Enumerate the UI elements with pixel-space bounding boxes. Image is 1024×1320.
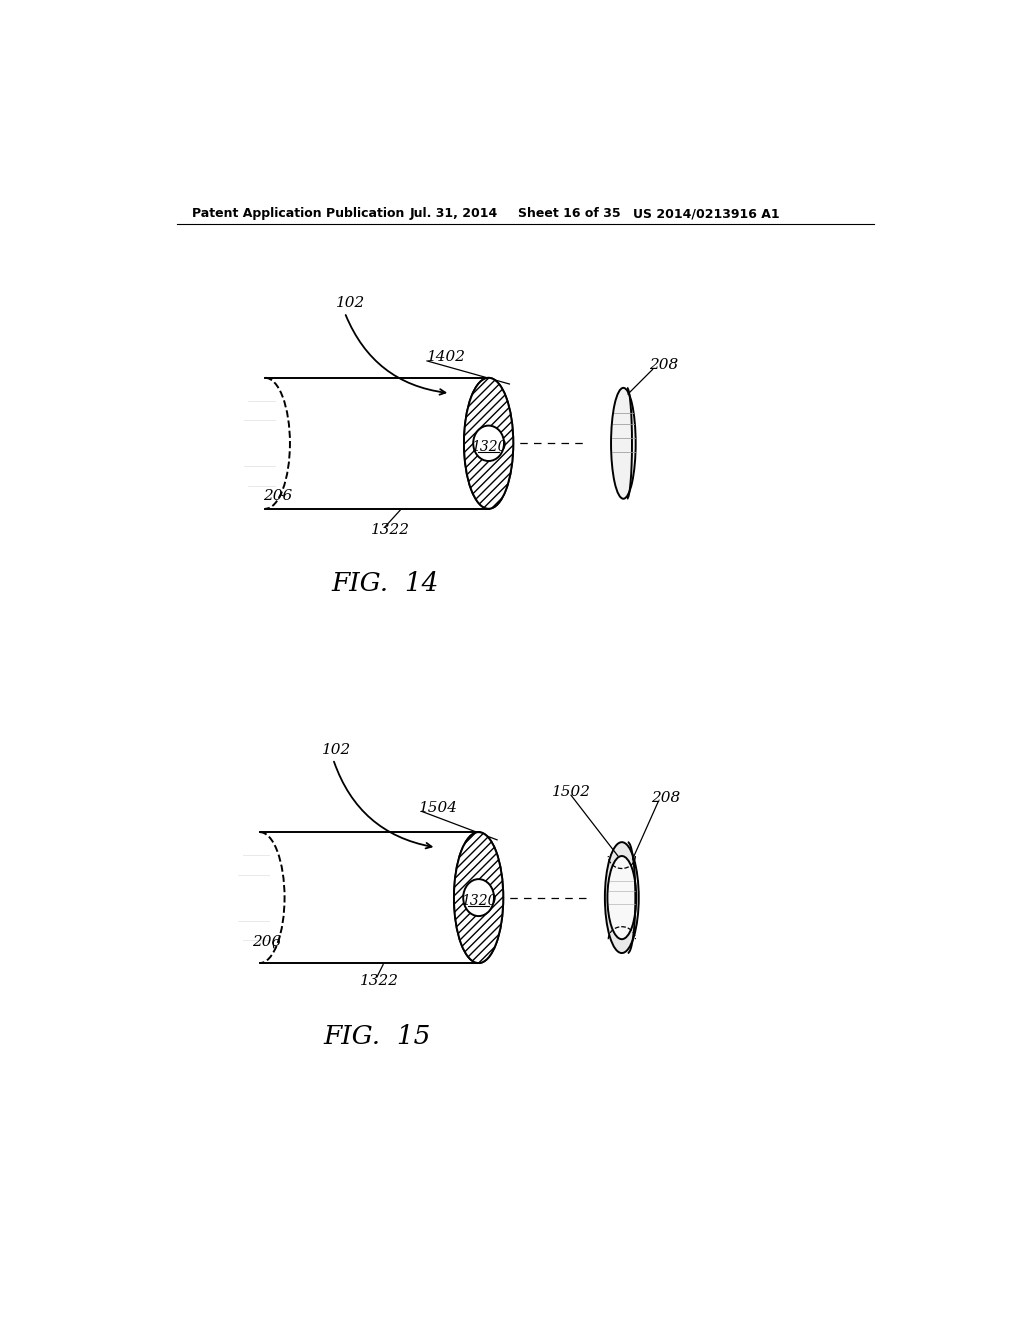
- Ellipse shape: [605, 842, 639, 953]
- Ellipse shape: [463, 879, 494, 916]
- Text: 206: 206: [263, 488, 292, 503]
- Text: 102: 102: [336, 296, 366, 310]
- Text: 1320: 1320: [471, 440, 506, 454]
- Text: US 2014/0213916 A1: US 2014/0213916 A1: [633, 207, 779, 220]
- Text: FIG.  15: FIG. 15: [324, 1024, 431, 1048]
- Text: Patent Application Publication: Patent Application Publication: [193, 207, 404, 220]
- Text: 1322: 1322: [360, 974, 399, 987]
- Ellipse shape: [454, 832, 503, 964]
- Text: 1502: 1502: [552, 785, 591, 799]
- Text: 1402: 1402: [427, 350, 466, 364]
- Text: 206: 206: [252, 936, 282, 949]
- Text: 1504: 1504: [419, 800, 459, 814]
- Text: Sheet 16 of 35: Sheet 16 of 35: [518, 207, 621, 220]
- Text: Jul. 31, 2014: Jul. 31, 2014: [410, 207, 498, 220]
- Text: 208: 208: [649, 358, 679, 372]
- Text: 1322: 1322: [371, 523, 410, 537]
- Ellipse shape: [607, 855, 636, 940]
- Text: FIG.  14: FIG. 14: [331, 572, 438, 595]
- Text: 208: 208: [651, 791, 680, 804]
- Text: 1320: 1320: [461, 895, 497, 908]
- Ellipse shape: [464, 378, 513, 508]
- Text: 102: 102: [322, 743, 351, 756]
- Ellipse shape: [473, 425, 504, 461]
- Ellipse shape: [611, 388, 636, 499]
